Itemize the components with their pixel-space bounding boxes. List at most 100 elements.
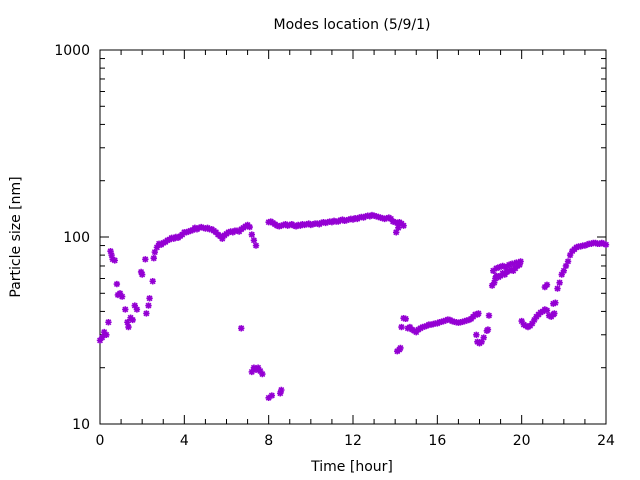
data-point — [151, 248, 159, 256]
data-point — [556, 279, 563, 286]
data-point — [155, 240, 163, 247]
data-point — [150, 255, 157, 262]
data-point — [564, 258, 572, 265]
data-point — [552, 299, 559, 306]
data-point — [480, 334, 487, 341]
data-point — [600, 240, 608, 247]
data-point — [246, 223, 253, 231]
data-point — [107, 247, 114, 255]
data-point — [172, 233, 180, 241]
data-point — [397, 344, 404, 352]
data-point — [475, 310, 482, 317]
y-tick-label: 10 — [72, 417, 90, 433]
data-point — [602, 241, 610, 248]
x-tick-label: 8 — [264, 433, 273, 449]
x-tick-label: 24 — [597, 433, 615, 449]
data-point — [478, 338, 485, 346]
data-points — [96, 211, 610, 402]
plot-frame — [99, 49, 607, 425]
data-point — [108, 251, 115, 259]
data-point — [124, 319, 131, 326]
data-point — [518, 317, 525, 325]
data-point — [442, 317, 449, 324]
data-point — [402, 315, 409, 323]
data-point — [265, 394, 272, 402]
data-point — [562, 262, 570, 270]
data-point — [558, 271, 565, 278]
data-point — [573, 244, 580, 251]
data-point — [149, 278, 156, 285]
x-axis-label: Time [hour] — [310, 459, 393, 475]
data-point — [529, 320, 536, 327]
data-point — [168, 234, 175, 242]
data-point — [560, 267, 568, 274]
data-point — [581, 242, 589, 249]
x-tick-label: 0 — [96, 433, 105, 449]
data-point — [122, 306, 129, 313]
data-point — [257, 367, 264, 375]
data-point — [138, 271, 146, 278]
data-point — [516, 261, 523, 269]
chart-title: Modes location (5/9/1) — [274, 17, 431, 33]
data-point — [125, 323, 132, 331]
data-point — [113, 280, 121, 288]
data-point — [484, 326, 492, 333]
data-point — [531, 316, 538, 324]
data-point — [492, 275, 499, 282]
x-tick-label: 4 — [180, 433, 189, 449]
data-point — [248, 231, 255, 238]
axis-ticks: 0 4 8 12 16 20 24 10 100 1000 — [54, 43, 615, 449]
data-point — [219, 235, 226, 242]
x-tick-label: 16 — [428, 433, 446, 449]
data-point — [485, 312, 493, 319]
data-point — [588, 240, 595, 247]
data-point — [145, 302, 152, 309]
data-point — [551, 310, 558, 317]
data-point — [566, 251, 574, 259]
data-point — [133, 306, 141, 313]
data-point — [596, 240, 603, 247]
data-point — [252, 242, 260, 249]
data-point — [250, 237, 258, 244]
data-point — [583, 241, 591, 248]
data-point — [543, 307, 551, 314]
data-point — [238, 325, 245, 332]
x-tick-label: 12 — [344, 433, 362, 449]
y-tick-label: 1000 — [54, 43, 90, 59]
data-point — [105, 319, 112, 326]
data-point — [268, 392, 276, 399]
data-point — [153, 244, 161, 251]
x-tick-label: 20 — [513, 433, 531, 449]
data-point — [517, 258, 524, 265]
data-point — [488, 282, 496, 289]
data-point — [142, 256, 149, 263]
data-point — [259, 370, 266, 378]
data-point — [248, 368, 255, 376]
data-point — [129, 316, 136, 324]
y-axis-label: Particle size [nm] — [8, 176, 24, 297]
data-point — [146, 295, 153, 302]
data-point — [508, 260, 516, 267]
data-point — [496, 263, 503, 271]
data-point — [137, 268, 145, 276]
data-point — [278, 386, 285, 394]
data-point — [277, 390, 284, 397]
data-point — [473, 331, 480, 338]
data-point — [491, 279, 498, 286]
data-point — [398, 323, 405, 331]
data-point — [395, 224, 402, 231]
data-point — [598, 239, 605, 247]
data-point — [111, 257, 118, 264]
data-point — [592, 239, 599, 247]
data-point — [131, 302, 138, 309]
data-point — [493, 265, 500, 272]
data-point — [160, 239, 167, 247]
y-tick-label: 100 — [63, 230, 90, 246]
data-point — [118, 293, 126, 300]
data-point — [116, 290, 124, 297]
data-point — [490, 267, 497, 274]
data-point — [164, 237, 171, 244]
data-point — [96, 337, 104, 344]
data-point — [577, 243, 584, 250]
data-point — [103, 331, 110, 338]
